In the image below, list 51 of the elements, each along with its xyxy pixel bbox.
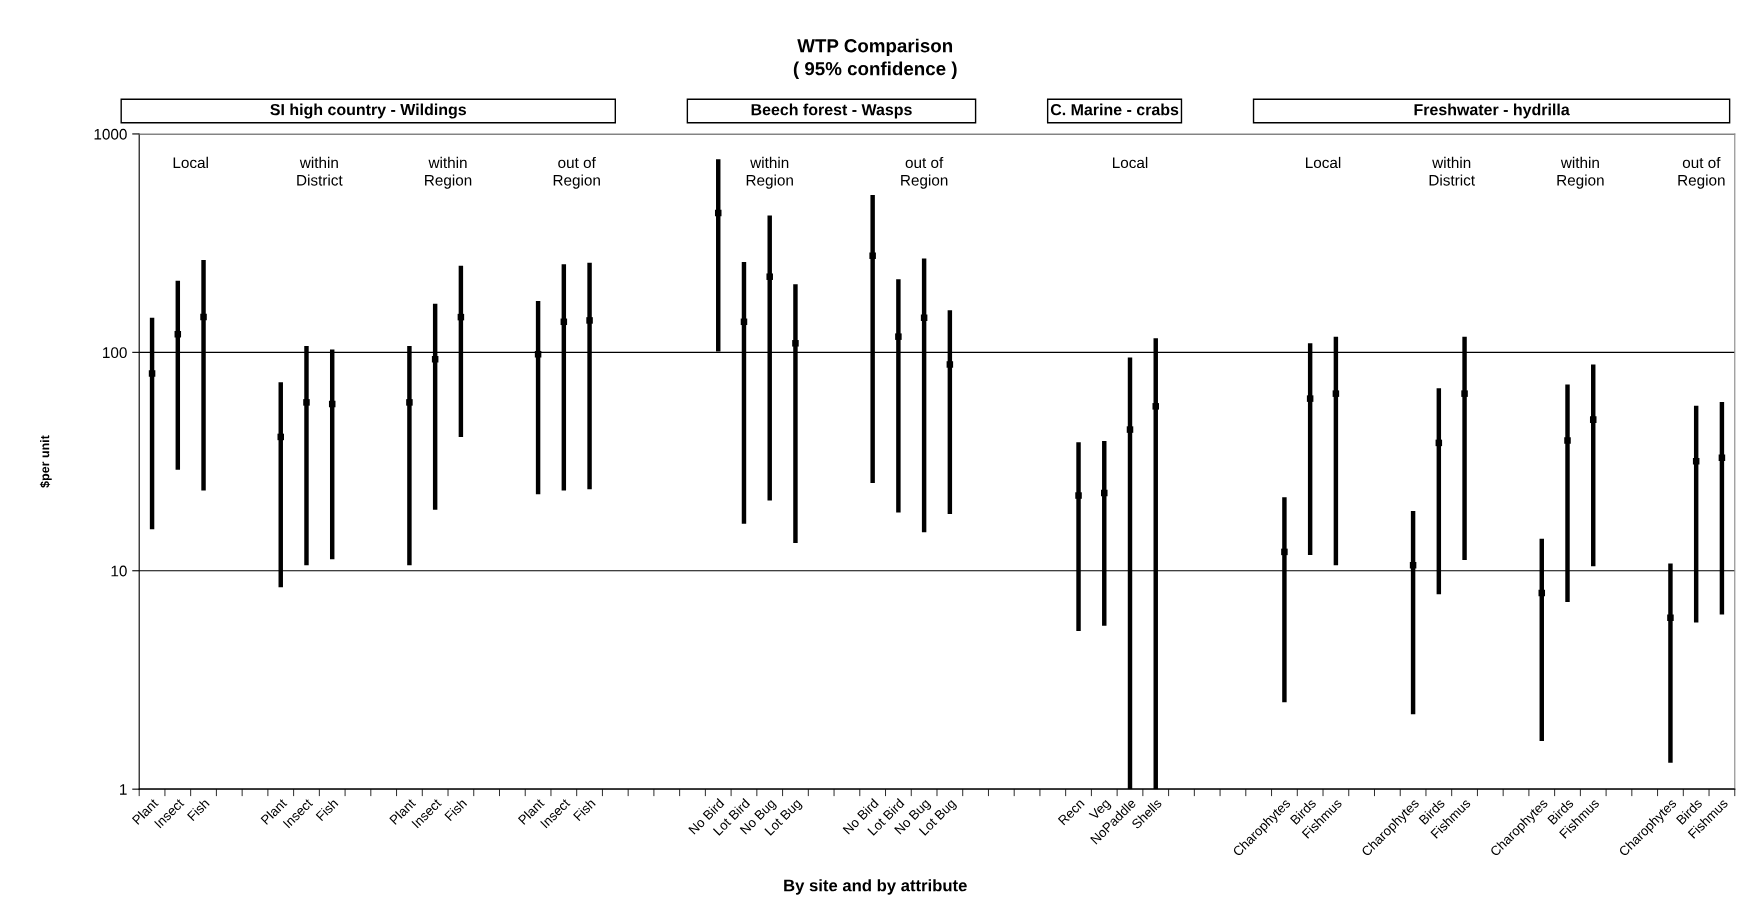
- point: [1332, 390, 1340, 397]
- x-tick-label: Fish: [186, 798, 210, 822]
- point: [1306, 395, 1314, 402]
- point: [406, 399, 413, 406]
- text: Beech forest - Wasps: [751, 103, 912, 119]
- x-tick-label: Fish: [315, 798, 339, 822]
- point: [766, 273, 773, 280]
- y-tick-label: 1: [120, 784, 127, 795]
- annotation: out of Region: [1678, 156, 1725, 189]
- y-tick-label: 10: [111, 565, 127, 577]
- x-axis-title: By site and by attribute: [784, 879, 967, 895]
- point: [895, 333, 902, 340]
- annotation: within Region: [1557, 156, 1604, 189]
- point: [1152, 403, 1159, 410]
- point: [174, 331, 182, 338]
- point: [1126, 426, 1134, 433]
- annotation: within District: [1429, 156, 1475, 186]
- annotation: Local: [1113, 156, 1148, 169]
- annotation: within Region: [746, 156, 793, 189]
- point: [277, 433, 284, 441]
- point: [534, 351, 542, 358]
- point: [1281, 548, 1288, 556]
- point: [869, 252, 876, 259]
- y-axis-title: $per unit: [39, 435, 52, 488]
- point: [303, 399, 310, 406]
- point: [1667, 614, 1674, 621]
- point: [1692, 458, 1700, 465]
- annotation: out of Region: [901, 156, 948, 189]
- annotation: Local: [173, 156, 208, 169]
- y-tick-label: 100: [103, 347, 127, 359]
- annotation: out of Region: [553, 156, 600, 189]
- point: [148, 370, 156, 377]
- annotation: within District: [297, 156, 343, 186]
- point: [586, 317, 593, 324]
- point: [200, 313, 207, 321]
- point: [1589, 416, 1597, 423]
- point: [1101, 489, 1108, 497]
- point: [1075, 492, 1082, 499]
- point: [1564, 437, 1571, 444]
- y-tick-label: 1000: [94, 128, 127, 140]
- text: Freshwater - hydrilla: [1414, 103, 1570, 119]
- point: [792, 340, 799, 347]
- x-tick-label: Fish: [572, 798, 596, 822]
- point: [1461, 390, 1468, 397]
- point: [946, 361, 954, 368]
- x-tick-label: Fish: [444, 798, 468, 822]
- annotation: within Region: [425, 156, 472, 189]
- text: SI high country - Wildings: [270, 103, 467, 119]
- text: C. Marine - crabs: [1050, 103, 1179, 116]
- annotation: Local: [1306, 156, 1341, 169]
- chart-title: WTP Comparison ( 95% confidence ): [793, 38, 957, 80]
